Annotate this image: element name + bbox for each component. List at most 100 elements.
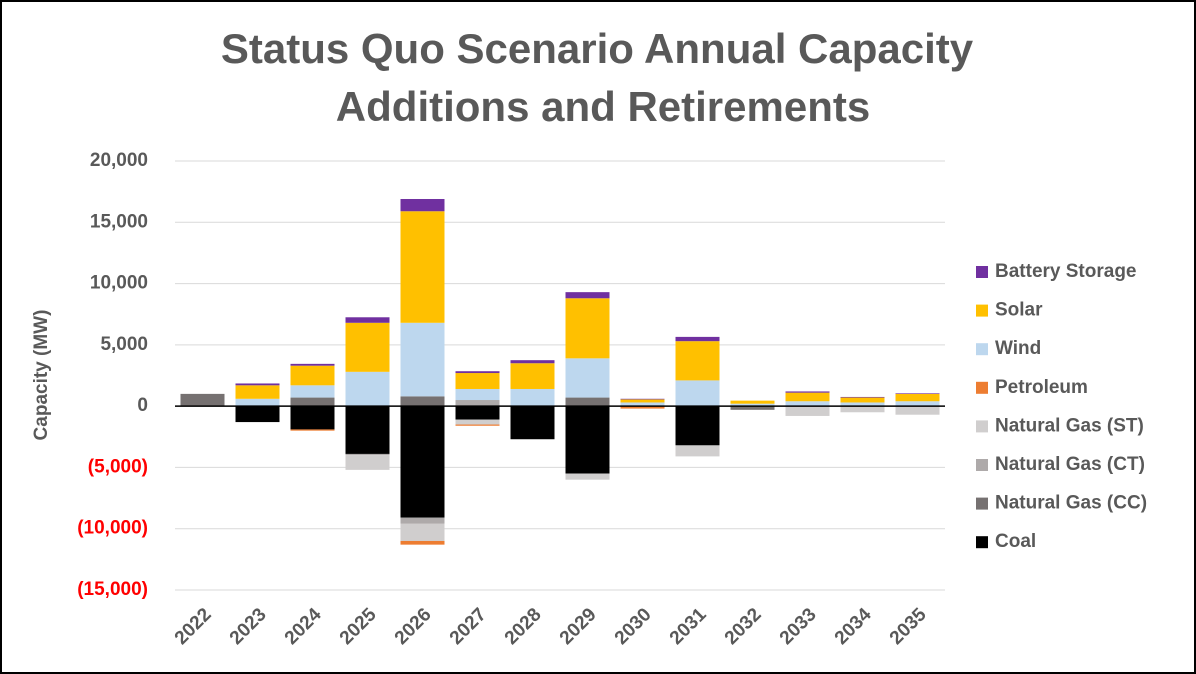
bar-segment — [290, 397, 335, 407]
bar-segment — [510, 406, 555, 440]
bar-segment — [345, 317, 390, 323]
x-tick-label: 2024 — [281, 604, 326, 649]
bar-segment — [840, 406, 885, 413]
bar-segment — [785, 401, 830, 407]
bar-segment — [455, 424, 500, 426]
bar-segment — [400, 198, 445, 212]
legend-swatch — [976, 459, 988, 471]
y-tick-label: 20,000 — [90, 150, 148, 171]
bar-segment — [455, 419, 500, 425]
bar-segment — [620, 398, 665, 400]
y-tick-label: (5,000) — [88, 456, 148, 477]
bar-segment — [785, 391, 830, 393]
y-axis-label: Capacity (MW) — [31, 310, 52, 441]
bar-segment — [290, 429, 335, 431]
legend-label: Natural Gas (CC) — [995, 493, 1147, 514]
bar-segment — [565, 397, 610, 407]
legend-label: Wind — [995, 338, 1041, 359]
legend-swatch — [976, 343, 988, 356]
bar-segment — [730, 403, 775, 407]
bar-segment — [620, 399, 665, 403]
bar-segment — [455, 406, 500, 420]
y-tick-label: (10,000) — [77, 518, 148, 539]
y-tick-label: 0 — [137, 395, 148, 416]
legend-swatch — [976, 497, 988, 510]
bar-segment — [455, 388, 500, 401]
bar-segment — [730, 406, 775, 410]
bar-segment — [290, 406, 335, 430]
bar-segment — [675, 380, 720, 407]
bar-segment — [400, 396, 445, 407]
bar-segment — [565, 292, 610, 299]
bar-segment — [235, 383, 280, 386]
bar-segment — [290, 363, 335, 366]
legend-swatch — [976, 266, 988, 278]
bar-segment — [235, 406, 280, 423]
legend-swatch — [976, 381, 988, 394]
bar-segment — [400, 540, 445, 545]
bar-segment — [895, 401, 940, 407]
bar-segment — [895, 393, 940, 394]
chart-title: Additions and Retirements — [336, 83, 870, 130]
bar-segment — [675, 406, 720, 446]
bar-segment — [840, 397, 885, 403]
bar-segment — [345, 455, 390, 470]
x-tick-label: 2034 — [831, 604, 876, 649]
y-tick-label: 15,000 — [90, 211, 148, 232]
x-tick-label: 2026 — [391, 604, 436, 649]
legend-swatch — [976, 304, 988, 317]
bar-segment — [345, 322, 390, 372]
bar-segment — [620, 402, 665, 407]
bar-segment — [620, 406, 665, 409]
bar-segment — [345, 453, 390, 456]
bar-segment — [180, 393, 225, 407]
bar-segment — [400, 406, 445, 518]
bar-segment — [785, 392, 830, 402]
bar-segment — [730, 400, 775, 404]
bar-segment — [455, 400, 500, 407]
bar-segment — [400, 322, 445, 397]
y-tick-label: (15,000) — [77, 579, 148, 600]
legend-label: Petroleum — [995, 377, 1088, 398]
bar-segment — [400, 211, 445, 323]
x-tick-label: 2028 — [501, 604, 546, 649]
legend-label: Solar — [995, 300, 1043, 321]
bar-segment — [565, 358, 610, 398]
bar-segment — [345, 371, 390, 407]
x-tick-label: 2035 — [886, 604, 931, 649]
x-tick-label: 2027 — [446, 604, 491, 649]
x-tick-label: 2031 — [666, 604, 711, 649]
bar-segment — [565, 298, 610, 359]
bar-segment — [455, 373, 500, 389]
x-tick-label: 2033 — [776, 604, 821, 649]
bar-segment — [510, 388, 555, 407]
bar-segment — [510, 360, 555, 364]
x-tick-label: 2023 — [226, 604, 271, 649]
x-tick-label: 2032 — [721, 604, 766, 649]
legend-label: Natural Gas (ST) — [995, 415, 1144, 436]
x-tick-label: 2030 — [611, 604, 656, 649]
bar-segment — [235, 385, 280, 399]
bar-segment — [510, 363, 555, 389]
bar-segment — [840, 396, 885, 398]
bar-segment — [400, 517, 445, 524]
x-tick-label: 2022 — [171, 604, 216, 649]
bar-segment — [895, 393, 940, 402]
bar-segment — [345, 406, 390, 454]
y-tick-label: 10,000 — [90, 273, 148, 294]
chart-title: Status Quo Scenario Annual Capacity — [221, 25, 974, 72]
bar-segment — [565, 473, 610, 480]
bar-segment — [785, 406, 830, 416]
x-tick-label: 2029 — [556, 604, 601, 649]
y-tick-label: 5,000 — [100, 334, 148, 355]
x-tick-label: 2025 — [336, 604, 381, 649]
legend-swatch — [976, 420, 988, 433]
legend-label: Coal — [995, 531, 1036, 552]
bar-segment — [235, 398, 280, 407]
bar-segment — [565, 406, 610, 474]
bar-segment — [290, 365, 335, 386]
bar-segment — [400, 523, 445, 541]
legend-label: Natural Gas (CT) — [995, 454, 1145, 475]
